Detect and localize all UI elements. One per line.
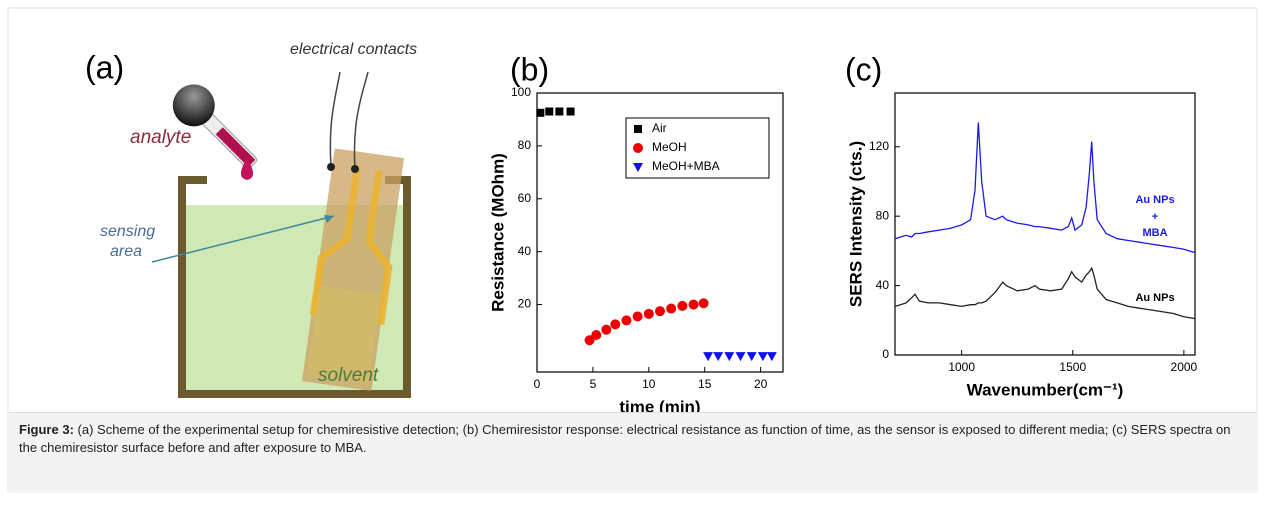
marker xyxy=(746,352,757,362)
contacts-label: electrical contacts xyxy=(290,41,417,58)
sensor xyxy=(302,148,405,391)
plot-frame xyxy=(536,92,784,373)
x-tick-label: 15 xyxy=(698,377,712,391)
spectrum-line xyxy=(894,266,1196,320)
marker xyxy=(643,308,654,319)
marker xyxy=(724,352,735,362)
caption-label: Figure 3: xyxy=(19,422,74,437)
marker xyxy=(757,352,768,362)
marker xyxy=(545,107,554,116)
dropper xyxy=(172,84,257,169)
y-tick-label: 60 xyxy=(518,191,532,205)
y-tick-label: 40 xyxy=(876,278,890,292)
marker xyxy=(601,324,612,335)
marker xyxy=(591,329,602,340)
caption-text: (a) Scheme of the experimental setup for… xyxy=(19,422,1231,455)
x-tick-label: 0 xyxy=(534,377,541,391)
legend-label: MeOH xyxy=(652,140,687,154)
y-tick-label: 120 xyxy=(869,139,889,153)
y-tick-label: 0 xyxy=(882,347,889,361)
marker xyxy=(655,306,665,317)
sensing-label: sensing xyxy=(100,223,155,240)
caption: Figure 3: (a) Scheme of the experimental… xyxy=(9,412,1257,493)
marker xyxy=(634,125,642,133)
contact xyxy=(351,165,359,173)
marker xyxy=(555,107,564,116)
marker xyxy=(703,352,714,362)
y-tick-label: 40 xyxy=(518,244,532,258)
y-axis-label: Resistance (MOhm) xyxy=(488,153,507,312)
annotation: MBA xyxy=(1142,227,1167,239)
x-tick-label: 1500 xyxy=(1059,360,1086,374)
plot-frame xyxy=(894,92,1196,356)
marker xyxy=(677,300,688,311)
x-axis-label: time (min) xyxy=(619,397,700,416)
marker xyxy=(610,319,621,330)
wire xyxy=(329,71,369,170)
marker xyxy=(766,352,777,362)
x-tick-label: 10 xyxy=(642,377,656,391)
x-tick-label: 1000 xyxy=(948,360,975,374)
diagram: (a) analyte electrical contacts sensing … xyxy=(85,41,417,398)
legend-label: Air xyxy=(652,121,667,135)
panel-label: (b) xyxy=(510,51,549,87)
y-tick-label: 20 xyxy=(518,297,532,311)
marker xyxy=(633,143,643,153)
marker xyxy=(584,335,595,346)
marker xyxy=(536,108,545,117)
marker xyxy=(621,315,632,326)
marker xyxy=(688,299,699,310)
x-axis-label: Wavenumber(cm⁻¹) xyxy=(967,380,1124,399)
arrow xyxy=(151,215,335,263)
x-tick-label: 20 xyxy=(754,377,768,391)
spectrum-line xyxy=(894,122,1196,254)
marker xyxy=(666,303,677,314)
marker xyxy=(633,163,643,172)
sensing-label: area xyxy=(110,243,142,260)
marker xyxy=(735,352,746,362)
marker xyxy=(632,311,643,322)
panel-label: (a) xyxy=(85,49,124,85)
y-axis-label: SERS Intensity (cts.) xyxy=(846,141,865,307)
drop xyxy=(240,158,254,180)
y-tick-label: 80 xyxy=(518,138,532,152)
annotation: Au NPs xyxy=(1135,194,1174,206)
marker xyxy=(698,298,709,309)
panel-label: (c) xyxy=(845,51,882,87)
marker xyxy=(713,352,724,362)
legend-box xyxy=(625,117,770,179)
analyte-label: analyte xyxy=(130,127,191,148)
y-tick-label: 100 xyxy=(511,85,531,99)
annotation: Au NPs xyxy=(1135,292,1174,304)
y-tick-label: 80 xyxy=(876,208,890,222)
solvent-label: solvent xyxy=(318,365,379,386)
contact xyxy=(327,163,335,171)
marker xyxy=(566,107,575,116)
arrow-head xyxy=(324,215,334,223)
x-tick-label: 2000 xyxy=(1171,360,1198,374)
legend-label: MeOH+MBA xyxy=(652,159,720,173)
x-tick-label: 5 xyxy=(590,377,597,391)
annotation: + xyxy=(1152,211,1158,223)
